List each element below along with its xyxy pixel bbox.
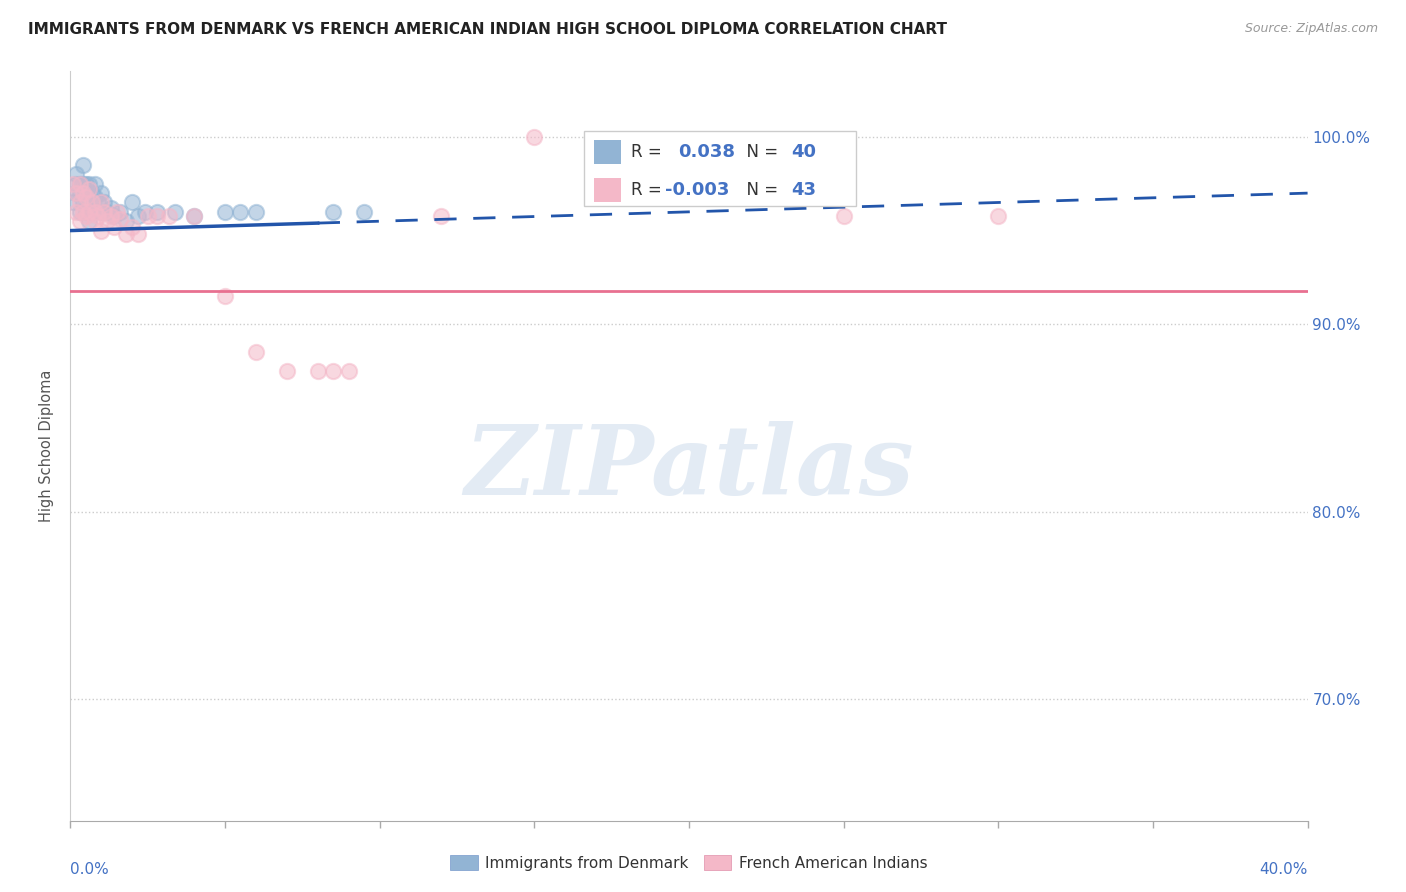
Point — [69, 177, 91, 191]
Point — [87, 209, 110, 223]
Text: 0.038: 0.038 — [678, 144, 735, 161]
Text: 40.0%: 40.0% — [1260, 862, 1308, 877]
Point — [146, 209, 169, 223]
Point — [214, 289, 236, 303]
Point — [127, 209, 149, 223]
Point — [115, 227, 138, 242]
Point — [307, 364, 329, 378]
Point — [84, 190, 107, 204]
Point — [84, 205, 107, 219]
Point — [229, 205, 252, 219]
Point — [80, 186, 103, 201]
Point — [69, 214, 91, 228]
Point — [322, 364, 344, 378]
Point — [87, 195, 110, 210]
Point — [69, 186, 91, 201]
Text: 43: 43 — [792, 181, 817, 199]
Point — [322, 205, 344, 219]
Point — [353, 205, 375, 219]
Point — [69, 177, 91, 191]
Point — [134, 205, 156, 219]
Point — [183, 209, 205, 223]
Point — [90, 205, 112, 219]
Bar — [593, 178, 621, 202]
Point — [77, 177, 100, 191]
Point — [62, 195, 84, 210]
Point — [214, 205, 236, 219]
Point — [75, 190, 97, 204]
Point — [157, 209, 180, 223]
Point — [103, 209, 125, 223]
Point — [987, 209, 1010, 223]
Point — [80, 195, 103, 210]
Point — [96, 214, 118, 228]
Point — [72, 158, 94, 172]
Point — [127, 227, 149, 242]
Point — [90, 195, 112, 210]
Point — [72, 177, 94, 191]
Point — [72, 195, 94, 210]
Point — [90, 224, 112, 238]
Text: Source: ZipAtlas.com: Source: ZipAtlas.com — [1244, 22, 1378, 36]
Text: ZIPatlas: ZIPatlas — [464, 422, 914, 516]
Text: R =: R = — [631, 144, 666, 161]
Legend: Immigrants from Denmark, French American Indians: Immigrants from Denmark, French American… — [444, 848, 934, 877]
Point — [77, 195, 100, 210]
Point — [75, 177, 97, 191]
Point — [96, 205, 118, 219]
Point — [77, 182, 100, 196]
Point — [93, 195, 115, 210]
Point — [75, 209, 97, 223]
Point — [121, 195, 143, 210]
Point — [100, 209, 122, 223]
Bar — [593, 140, 621, 164]
Point — [146, 205, 169, 219]
Point — [832, 209, 855, 223]
Point — [245, 205, 267, 219]
Point — [183, 209, 205, 223]
Point — [523, 130, 546, 145]
Point — [108, 205, 131, 219]
Point — [90, 186, 112, 201]
Point — [77, 214, 100, 228]
Point — [276, 364, 298, 378]
Point — [72, 186, 94, 201]
Point — [115, 214, 138, 228]
Point — [65, 186, 87, 201]
Point — [75, 186, 97, 201]
Point — [165, 205, 187, 219]
Point — [84, 177, 107, 191]
Point — [103, 219, 125, 234]
Text: N =: N = — [735, 144, 783, 161]
Point — [75, 205, 97, 219]
Text: -0.003: -0.003 — [665, 181, 730, 199]
Y-axis label: High School Diploma: High School Diploma — [39, 370, 55, 522]
Text: IMMIGRANTS FROM DENMARK VS FRENCH AMERICAN INDIAN HIGH SCHOOL DIPLOMA CORRELATIO: IMMIGRANTS FROM DENMARK VS FRENCH AMERIC… — [28, 22, 948, 37]
Point — [105, 205, 128, 219]
Point — [77, 205, 100, 219]
Point — [100, 201, 122, 215]
Text: 0.0%: 0.0% — [70, 862, 110, 877]
Point — [121, 219, 143, 234]
Point — [337, 364, 360, 378]
Point — [65, 177, 87, 191]
FancyBboxPatch shape — [583, 131, 856, 206]
Point — [245, 345, 267, 359]
Point — [65, 186, 87, 201]
Text: R =: R = — [631, 181, 666, 199]
Point — [62, 177, 84, 191]
Point — [93, 205, 115, 219]
Point — [69, 205, 91, 219]
Point — [72, 205, 94, 219]
Point — [108, 212, 131, 227]
Point — [84, 214, 107, 228]
Point — [65, 205, 87, 219]
Text: N =: N = — [735, 181, 783, 199]
Text: 40: 40 — [792, 144, 817, 161]
Point — [69, 195, 91, 210]
Point — [65, 168, 87, 182]
Point — [80, 205, 103, 219]
Point — [136, 209, 159, 223]
Point — [430, 209, 453, 223]
